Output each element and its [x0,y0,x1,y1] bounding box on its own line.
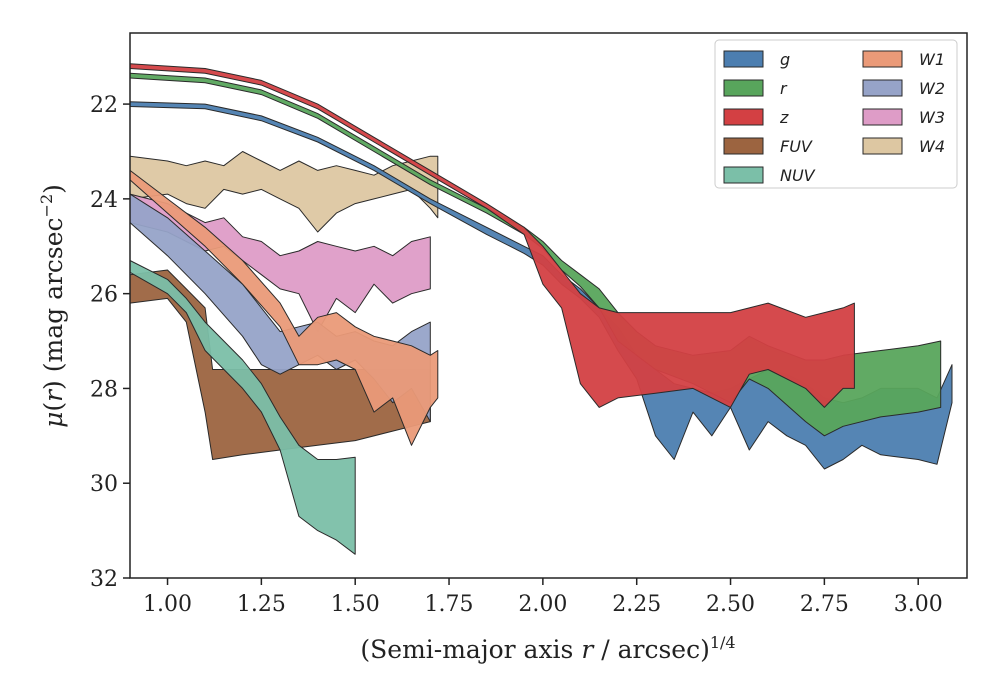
x-tick-label: 1.00 [143,592,192,617]
series-band-w4 [129,151,439,233]
legend-swatch-fuv [723,137,764,155]
legend-label-fuv: FUV [780,137,813,156]
legend: grz FUV NUV W1 W2 W3 W4 [714,39,958,189]
x-tick-label: 2.75 [800,592,849,617]
legend-swatch-r [723,79,764,97]
series-band-w1 [129,169,439,446]
y-tick-label: 30 [90,472,118,497]
x-tick-label: 2.00 [518,592,567,617]
series-band-w2 [129,193,431,423]
legend-label-g: g [780,50,790,69]
x-axis-title: (Semi-major axis r / arcsec)1/4 [360,633,735,664]
series-band-z [129,63,855,408]
legend-swatch-w4 [862,137,903,155]
legend-swatch-nuv [723,166,764,184]
legend-swatch-z [723,108,764,126]
y-axis-title: μ(r) (mag arcsec−2) [37,184,68,428]
series-band-nuv [129,260,356,555]
y-tick-label: 22 [90,93,118,118]
legend-label-w3: W3 [919,108,945,127]
y-tick-label: 28 [90,377,118,402]
legend-swatch-g [723,50,764,68]
legend-swatch-w1 [862,50,903,68]
legend-label-r: r [780,79,788,98]
series-layer [129,63,953,555]
y-axis-ticks: 22 24 26 28 30 32 [90,93,130,592]
legend-label-w2: W2 [919,79,945,98]
legend-label-w4: W4 [919,137,945,156]
legend-label-w1: W1 [919,50,945,69]
x-axis-ticks: 1.00 1.25 1.50 1.75 2.00 2.25 2.50 2.75 3.00 [143,578,943,617]
legend-swatch-w2 [862,79,903,97]
x-tick-label: 1.75 [425,592,474,617]
x-tick-label: 3.00 [894,592,943,617]
legend-label-z: z [779,108,789,127]
legend-swatch-w3 [862,108,903,126]
x-tick-label: 2.50 [706,592,755,617]
x-tick-label: 1.50 [331,592,380,617]
plot-frame [129,32,968,579]
legend-label-nuv: NUV [780,166,816,185]
y-tick-label: 32 [90,567,118,592]
y-tick-label: 26 [90,283,118,308]
y-tick-label: 24 [90,188,118,213]
x-tick-label: 1.25 [237,592,286,617]
x-tick-label: 2.25 [612,592,661,617]
